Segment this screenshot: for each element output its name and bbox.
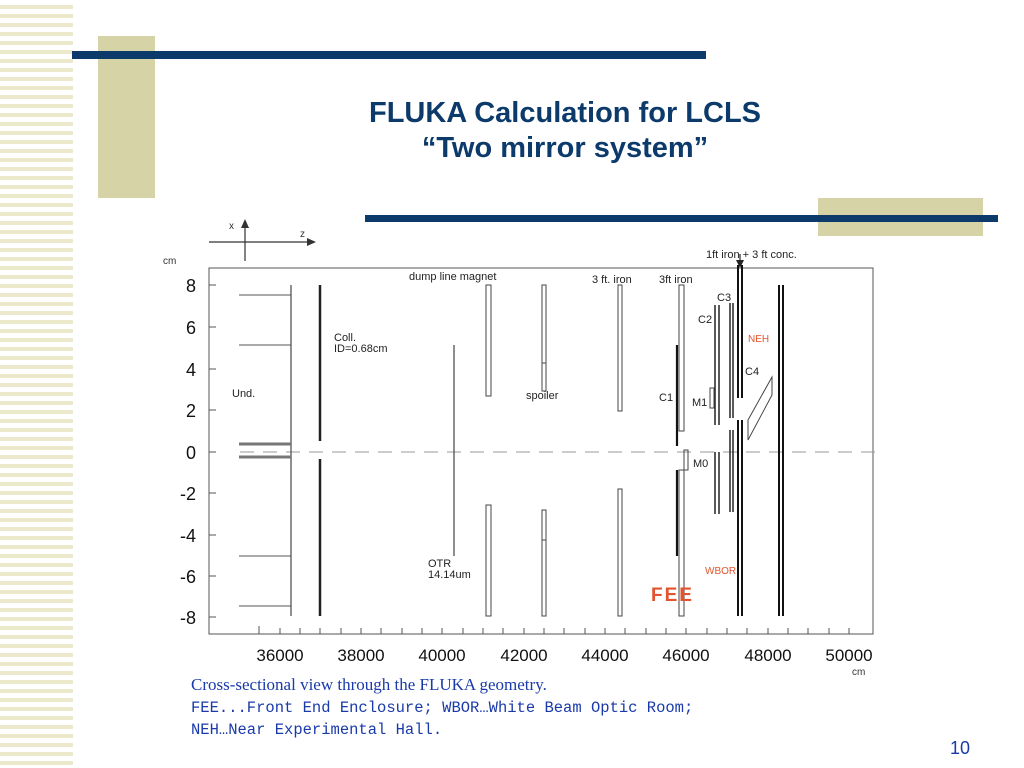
y-tick-label: -6 — [180, 567, 196, 587]
axis-z-label: z — [300, 229, 305, 240]
slide-title-line1: FLUKA Calculation for LCLS — [368, 97, 762, 129]
x-unit-label: cm — [852, 667, 865, 678]
label-neh: NEH — [748, 334, 769, 345]
y-tick-label: 8 — [186, 276, 196, 296]
x-tick-label: 46000 — [662, 646, 709, 665]
m0-mirror — [683, 449, 689, 471]
y-tick-label: 0 — [186, 443, 196, 463]
page-number: 10 — [950, 738, 971, 758]
iron-concrete-wall — [737, 265, 743, 616]
iron-wall-b — [678, 284, 685, 617]
figure-caption: Cross-sectional view through the FLUKA g… — [191, 674, 693, 741]
neh-wall — [778, 285, 784, 616]
tan-block-top — [98, 36, 155, 198]
label-fee: FEE — [651, 585, 694, 606]
y-tick-label: -8 — [180, 608, 196, 628]
label-undulator: Und. — [232, 388, 255, 400]
c2-collimator — [714, 305, 720, 514]
caption-line3: NEH…Near Experimental Hall. — [191, 721, 443, 739]
x-tick-label: 50000 — [825, 646, 872, 665]
label-wbor: WBOR — [705, 566, 736, 577]
top-rule — [72, 51, 706, 59]
x-tick-label: 36000 — [256, 646, 303, 665]
label-collimator-id: ID=0.68cm — [334, 343, 388, 355]
undulator-structure — [239, 285, 292, 616]
label-c4: C4 — [745, 366, 759, 378]
y-tick-label: 6 — [186, 318, 196, 338]
y-tick-marks — [209, 284, 216, 618]
y-tick-label: 4 — [186, 360, 196, 380]
iron-wall-a — [617, 284, 623, 617]
label-iron-3ft-b: 3ft iron — [659, 274, 693, 286]
label-c1: C1 — [659, 392, 673, 404]
x-tick-label: 44000 — [581, 646, 628, 665]
y-tick-label: 2 — [186, 401, 196, 421]
label-collimator: Coll. — [334, 332, 356, 344]
caption-line1: Cross-sectional view through the FLUKA g… — [191, 675, 547, 694]
y-tick-label: -4 — [180, 526, 196, 546]
label-m1: M1 — [692, 397, 707, 409]
label-c3: C3 — [717, 292, 731, 304]
caption-line2: FEE...Front End Enclosure; WBOR…White Be… — [191, 699, 694, 717]
c4-collimator — [747, 375, 773, 441]
x-tick-label: 38000 — [337, 646, 384, 665]
label-otr-value: 14.14um — [428, 569, 471, 581]
axis-indicator — [209, 219, 316, 261]
label-spoiler: spoiler — [526, 390, 559, 402]
axis-x-label: x — [229, 221, 234, 232]
x-tick-label: 42000 — [500, 646, 547, 665]
y-tick-label: -2 — [180, 484, 196, 504]
m1-mirror — [709, 387, 715, 409]
x-tick-label: 48000 — [744, 646, 791, 665]
dump-line-magnet — [485, 284, 492, 617]
c3-collimator — [729, 303, 734, 512]
y-unit-label: cm — [163, 256, 176, 267]
label-c2: C2 — [698, 314, 712, 326]
arrow-down-icon — [736, 254, 744, 268]
spoiler — [541, 284, 547, 617]
label-otr: OTR — [428, 558, 451, 570]
slide-title-line2: “Two mirror system” — [421, 132, 709, 164]
label-iron-concrete: 1ft iron + 3 ft conc. — [706, 249, 797, 261]
label-iron-3ft-a: 3 ft. iron — [592, 274, 632, 286]
left-stripe-pattern — [0, 0, 73, 768]
x-tick-marks — [258, 626, 850, 634]
plot-frame — [208, 267, 874, 635]
bottom-rule — [365, 215, 998, 222]
x-tick-label: 40000 — [418, 646, 465, 665]
label-m0: M0 — [693, 458, 708, 470]
label-dump-line-magnet: dump line magnet — [409, 271, 496, 283]
